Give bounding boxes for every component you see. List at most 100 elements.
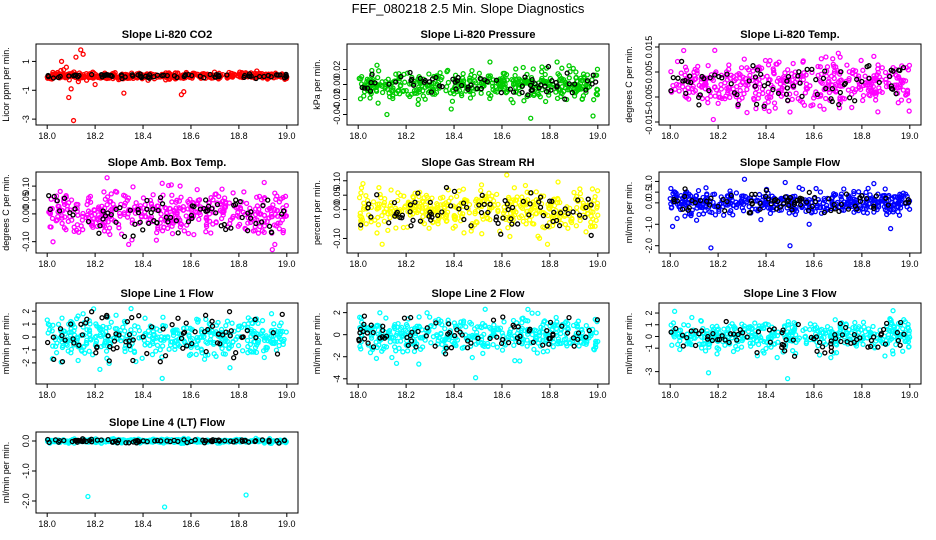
data-point (389, 88, 395, 95)
data-point (760, 90, 766, 97)
reference-point (265, 72, 272, 79)
reference-point (102, 72, 108, 79)
reference-point (498, 89, 505, 96)
reference-point (97, 223, 103, 229)
data-point (790, 60, 796, 67)
data-point (863, 82, 869, 88)
data-point (439, 74, 445, 80)
data-point (906, 98, 912, 104)
reference-point (50, 75, 57, 81)
data-point (557, 199, 563, 206)
x-tick-label: 18.8 (230, 519, 248, 529)
outlier-point (75, 78, 81, 85)
data-point (445, 79, 452, 86)
data-point (871, 331, 878, 337)
data-point (591, 97, 597, 103)
data-point (851, 188, 857, 195)
reference-point (724, 198, 730, 205)
data-point (727, 188, 733, 194)
data-point (497, 80, 504, 87)
data-point (538, 324, 544, 330)
y-tick-label: 1 (21, 322, 31, 327)
data-point (753, 105, 759, 112)
reference-point (233, 350, 239, 356)
reference-point (575, 330, 582, 336)
reference-point (88, 309, 95, 315)
data-point (676, 88, 682, 94)
data-point (396, 345, 402, 351)
reference-point (474, 85, 480, 92)
data-point (78, 223, 84, 229)
reference-point (279, 211, 285, 217)
y-axis-label: ml/min per min. (1, 442, 11, 504)
reference-point (771, 326, 777, 332)
data-point (59, 220, 65, 227)
x-tick-label: 18.4 (757, 131, 775, 141)
data-point (377, 82, 383, 88)
data-point (169, 199, 175, 205)
data-point (880, 336, 886, 343)
data-point (61, 201, 68, 208)
reference-point (443, 345, 450, 351)
data-point (478, 187, 484, 194)
data-point (777, 81, 784, 87)
data-point (778, 87, 784, 93)
data-point (154, 342, 161, 348)
data-point (443, 87, 449, 94)
reference-point (550, 218, 556, 225)
reference-point (106, 358, 112, 364)
reference-point (768, 201, 774, 207)
y-tick-label: -0.015 (644, 109, 654, 135)
reference-point (780, 327, 786, 333)
reference-point (226, 309, 233, 315)
data-point (712, 47, 718, 53)
reference-point (435, 212, 441, 219)
y-tick-label: 0.05 (21, 191, 31, 209)
data-point (574, 204, 580, 211)
reference-point (54, 198, 60, 204)
data-point (733, 84, 740, 90)
data-point (594, 66, 601, 72)
reference-point (562, 206, 568, 212)
data-point (405, 208, 411, 215)
data-point (550, 344, 556, 350)
outlier-point (669, 223, 676, 230)
data-point (559, 84, 565, 90)
reference-point (361, 85, 368, 91)
reference-point (828, 338, 834, 344)
data-point (435, 221, 441, 227)
data-point (471, 73, 478, 79)
data-point (440, 194, 446, 200)
data-point (480, 350, 486, 357)
outlier-point (272, 241, 278, 248)
reference-point (537, 194, 544, 200)
y-tick-label: -0.10 (332, 228, 342, 249)
y-axis-label: Licor ppm per min. (1, 47, 11, 122)
data-point (65, 218, 71, 225)
data-point (886, 192, 892, 199)
reference-point (66, 73, 72, 79)
data-point (785, 67, 791, 73)
data-point (85, 198, 91, 204)
reference-point (906, 199, 912, 205)
data-point (559, 65, 565, 71)
reference-point (407, 69, 413, 76)
data-point (758, 334, 764, 341)
data-point (165, 334, 171, 340)
data-point (709, 209, 715, 216)
data-point (55, 321, 62, 327)
data-point (824, 68, 830, 74)
data-point (207, 337, 214, 343)
data-point (595, 338, 601, 345)
data-point (50, 239, 56, 245)
data-point (511, 342, 517, 349)
reference-point (540, 342, 546, 348)
x-tick-label: 18.0 (38, 519, 56, 529)
data-point (449, 98, 456, 104)
data-point (150, 329, 156, 335)
data-point (374, 230, 380, 236)
reference-point (408, 338, 415, 344)
data-point (71, 228, 77, 235)
data-point (401, 193, 407, 199)
